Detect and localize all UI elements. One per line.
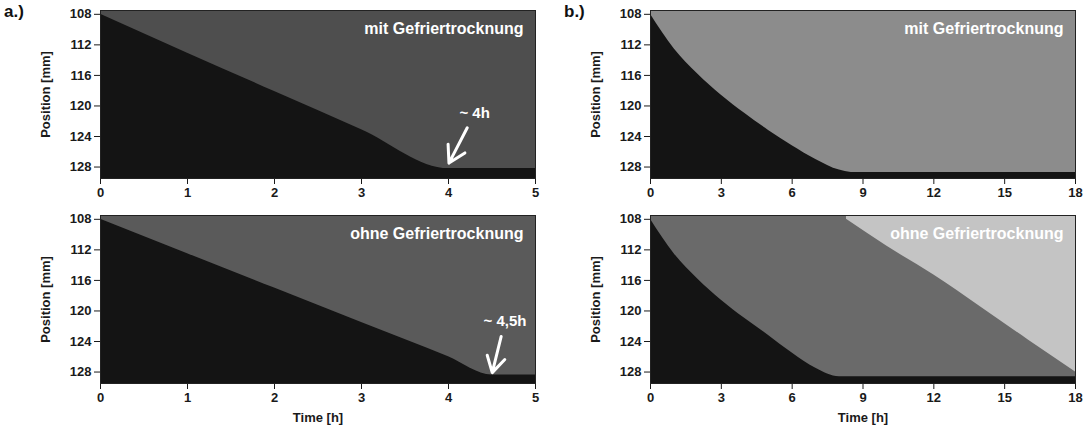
svg-text:Position [mm]: Position [mm] [588,256,603,343]
html-text:a.): a.) [4,2,24,21]
svg-text:mit Gefriertrocknung: mit Gefriertrocknung [904,20,1063,37]
svg-text:6: 6 [789,185,796,200]
svg-text:12: 12 [927,390,941,405]
svg-text:0: 0 [647,185,654,200]
svg-text:Position [mm]: Position [mm] [38,51,53,138]
svg-text:4: 4 [445,390,453,405]
svg-text:116: 116 [71,273,92,288]
svg-text:~ 4h: ~ 4h [459,104,489,121]
svg-text:128: 128 [70,364,92,379]
svg-text:112: 112 [621,37,642,52]
svg-text:4: 4 [445,185,453,200]
svg-text:108: 108 [620,6,642,21]
svg-text:124: 124 [70,129,92,144]
svg-text:120: 120 [620,303,642,318]
svg-text:15: 15 [997,185,1011,200]
svg-text:ohne Gefriertrocknung: ohne Gefriertrocknung [350,225,523,242]
svg-text:128: 128 [620,364,642,379]
svg-text:Time [h]: Time [h] [293,410,343,425]
svg-text:124: 124 [620,334,642,349]
svg-text:3: 3 [358,185,365,200]
svg-text:18: 18 [1068,185,1082,200]
svg-text:124: 124 [70,334,92,349]
svg-text:128: 128 [620,159,642,174]
svg-text:mit Gefriertrocknung: mit Gefriertrocknung [364,20,523,37]
svg-text:116: 116 [71,68,92,83]
svg-text:1: 1 [184,390,191,405]
svg-text:Position [mm]: Position [mm] [38,256,53,343]
svg-text:108: 108 [620,211,642,226]
svg-text:108: 108 [70,211,92,226]
svg-text:112: 112 [71,242,92,257]
svg-text:18: 18 [1068,390,1082,405]
svg-text:116: 116 [621,68,642,83]
svg-text:0: 0 [647,390,654,405]
svg-text:12: 12 [927,185,941,200]
svg-text:Time [h]: Time [h] [838,410,888,425]
svg-text:116: 116 [621,273,642,288]
svg-text:3: 3 [358,390,365,405]
svg-text:15: 15 [997,390,1011,405]
svg-text:9: 9 [859,185,866,200]
svg-text:6: 6 [789,390,796,405]
svg-text:ohne Gefriertrocknung: ohne Gefriertrocknung [890,225,1063,242]
svg-text:5: 5 [532,390,539,405]
svg-text:0: 0 [97,390,104,405]
svg-text:124: 124 [620,129,642,144]
svg-text:5: 5 [532,185,539,200]
svg-text:2: 2 [271,185,278,200]
svg-text:3: 3 [718,185,725,200]
svg-text:112: 112 [71,37,92,52]
svg-text:~ 4,5h: ~ 4,5h [484,312,527,329]
svg-text:3: 3 [718,390,725,405]
html-text:b.): b.) [564,2,585,21]
svg-text:128: 128 [70,159,92,174]
svg-text:120: 120 [620,98,642,113]
svg-text:120: 120 [70,98,92,113]
svg-text:0: 0 [97,185,104,200]
svg-text:Position [mm]: Position [mm] [588,51,603,138]
svg-text:2: 2 [271,390,278,405]
svg-text:108: 108 [70,6,92,21]
svg-text:9: 9 [859,390,866,405]
svg-text:112: 112 [621,242,642,257]
svg-text:1: 1 [184,185,191,200]
svg-text:120: 120 [70,303,92,318]
